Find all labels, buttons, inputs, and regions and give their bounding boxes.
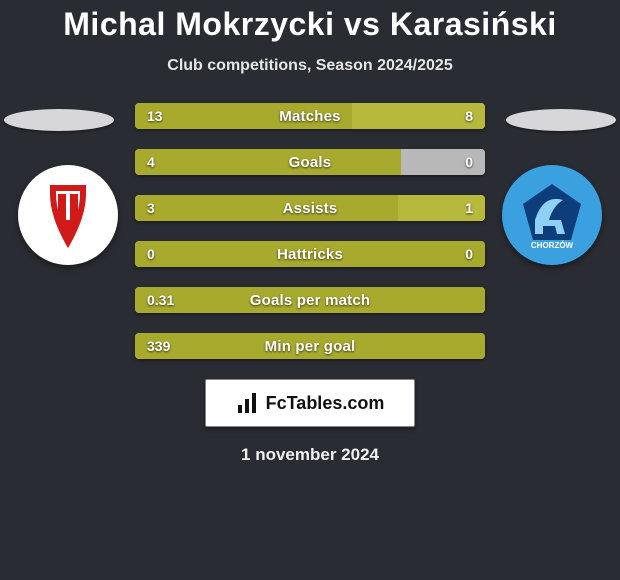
- player-left-ellipse: [4, 109, 114, 131]
- stat-row: 138Matches: [135, 103, 485, 129]
- stat-row: 31Assists: [135, 195, 485, 221]
- stat-label: Goals per match: [135, 287, 485, 313]
- stat-label: Hattricks: [135, 241, 485, 267]
- page-title: Michal Mokrzycki vs Karasiński: [0, 0, 620, 43]
- fctables-text: FcTables.com: [266, 393, 385, 414]
- fctables-badge[interactable]: FcTables.com: [205, 379, 415, 427]
- chart-icon: [236, 391, 260, 415]
- ruch-logo-icon: CHORZÓW: [513, 176, 591, 254]
- comparison-panel: CHORZÓW 138Matches 40Goals 31Assists 00Hatt…: [0, 103, 620, 465]
- stat-row: 00Hattricks: [135, 241, 485, 267]
- stat-row: 40Goals: [135, 149, 485, 175]
- stat-label: Min per goal: [135, 333, 485, 359]
- player-right-ellipse: [506, 109, 616, 131]
- stat-label: Goals: [135, 149, 485, 175]
- footer-date: 1 november 2024: [0, 445, 620, 465]
- stat-row: 339Min per goal: [135, 333, 485, 359]
- club-logo-right: CHORZÓW: [502, 165, 602, 265]
- stats-list: 138Matches 40Goals 31Assists 00Hattricks 0.3…: [135, 103, 485, 359]
- stat-label: Matches: [135, 103, 485, 129]
- club-logo-left: [18, 165, 118, 265]
- svg-text:CHORZÓW: CHORZÓW: [531, 241, 574, 250]
- stat-label: Assists: [135, 195, 485, 221]
- lks-logo-icon: [33, 180, 103, 250]
- subtitle: Club competitions, Season 2024/2025: [0, 57, 620, 75]
- stat-row: 0.31Goals per match: [135, 287, 485, 313]
